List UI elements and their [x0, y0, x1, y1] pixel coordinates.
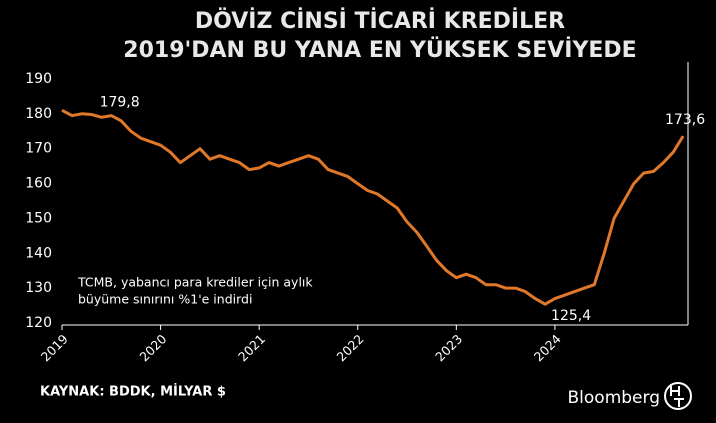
y-tick-label: 130	[25, 280, 52, 296]
logo	[664, 382, 692, 410]
x-tick-label: 2020	[136, 331, 169, 364]
value-label: 125,4	[551, 308, 591, 324]
chart-title: 2019'DAN BU YANA EN YÜKSEK SEVİYEDE	[123, 37, 636, 63]
y-tick-label: 140	[25, 245, 52, 261]
x-tick-label: 2024	[531, 331, 564, 364]
y-tick-label: 160	[25, 176, 52, 192]
annotation: TCMB, yabancı para krediler için aylık	[77, 275, 313, 290]
x-tick-label: 2019	[38, 331, 71, 364]
x-tick-label: 2021	[235, 331, 268, 364]
line	[61, 108, 685, 306]
y-tick-label: 120	[25, 315, 52, 331]
y-tick-label: 180	[25, 106, 52, 122]
value-label: 179,8	[100, 95, 140, 111]
value-label: 173,6	[665, 112, 705, 128]
source: KAYNAK: BDDK, MİLYAR $	[40, 384, 226, 400]
y-tick-label: 190	[25, 71, 52, 87]
annotation: büyüme sınırını %1'e indirdi	[78, 292, 252, 307]
x-tick-label: 2022	[334, 331, 367, 364]
brand: Bloomberg	[568, 388, 660, 408]
y-tick-label: 170	[25, 141, 52, 157]
x-tick-label: 2023	[432, 331, 465, 364]
y-tick-label: 150	[25, 210, 52, 226]
chart-title: DÖVİZ CİNSİ TİCARİ KREDİLER	[195, 8, 565, 34]
